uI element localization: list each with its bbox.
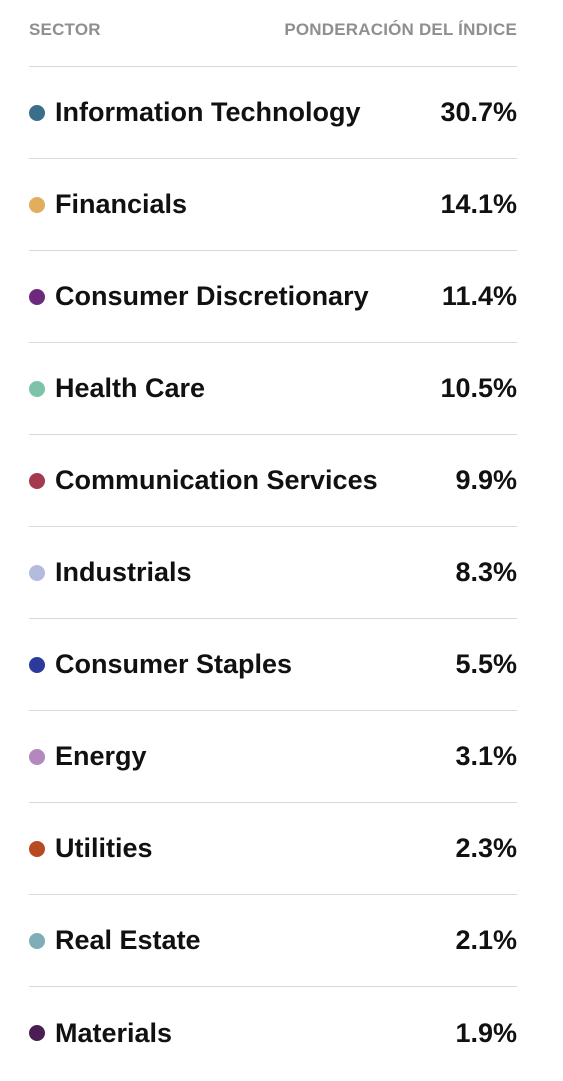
legend-dot-icon xyxy=(29,932,45,949)
sector-label: Utilities xyxy=(55,833,153,863)
table-row: Materials 1.9% xyxy=(29,987,517,1079)
table-row: Communication Services 9.9% xyxy=(29,435,517,527)
table-rows: Information Technology 30.7% Financials 14.… xyxy=(29,67,517,1079)
legend-dot-icon xyxy=(29,564,45,581)
sector-cell: Consumer Staples xyxy=(29,649,292,680)
legend-dot-icon xyxy=(29,104,45,121)
sector-cell: Materials xyxy=(29,1018,172,1049)
sector-cell: Communication Services xyxy=(29,465,378,496)
sector-label: Industrials xyxy=(55,557,192,587)
legend-dot-icon xyxy=(29,288,45,305)
sector-label: Real Estate xyxy=(55,925,201,955)
sector-cell: Health Care xyxy=(29,373,205,404)
legend-dot-icon xyxy=(29,196,45,213)
sector-cell: Consumer Discretionary xyxy=(29,281,369,312)
sector-label: Health Care xyxy=(55,373,206,403)
sector-label: Consumer Discretionary xyxy=(55,281,369,311)
weight-column-header: PONDERACIÓN DEL ÍNDICE xyxy=(284,20,517,39)
sector-label: Energy xyxy=(55,741,147,771)
weight-value: 1.9% xyxy=(455,1017,517,1048)
legend-dot-icon xyxy=(29,1025,45,1041)
sector-weight-table: SECTOR PONDERACIÓN DEL ÍNDICE Informatio… xyxy=(29,0,517,1079)
table-header: SECTOR PONDERACIÓN DEL ÍNDICE xyxy=(29,0,517,67)
sector-column-header: SECTOR xyxy=(29,20,101,39)
weight-value: 10.5% xyxy=(440,373,517,403)
legend-dot-icon xyxy=(29,656,45,673)
legend-dot-icon xyxy=(29,748,45,765)
sector-label: Information Technology xyxy=(55,97,361,127)
weight-value: 30.7% xyxy=(440,97,517,127)
sector-label: Consumer Staples xyxy=(55,649,293,679)
weight-value: 3.1% xyxy=(455,741,517,771)
table-row: Energy 3.1% xyxy=(29,711,517,803)
weight-value: 2.3% xyxy=(455,833,517,863)
table-row: Financials 14.1% xyxy=(29,159,517,251)
sector-label: Financials xyxy=(55,189,188,219)
weight-value: 11.4% xyxy=(441,281,517,311)
weight-value: 2.1% xyxy=(455,925,517,955)
sector-cell: Industrials xyxy=(29,557,192,588)
sector-cell: Utilities xyxy=(29,833,153,864)
table-row: Health Care 10.5% xyxy=(29,343,517,435)
table-row: Utilities 2.3% xyxy=(29,803,517,895)
sector-cell: Financials xyxy=(29,189,187,220)
sector-label: Materials xyxy=(55,1017,173,1048)
weight-value: 9.9% xyxy=(455,465,517,495)
table-row: Real Estate 2.1% xyxy=(29,895,517,987)
sector-label: Communication Services xyxy=(55,465,378,495)
table-row: Industrials 8.3% xyxy=(29,527,517,619)
legend-dot-icon xyxy=(29,840,45,857)
legend-dot-icon xyxy=(29,380,45,397)
weight-value: 5.5% xyxy=(455,649,517,679)
table-row: Information Technology 30.7% xyxy=(29,67,517,159)
sector-cell: Information Technology xyxy=(29,97,361,128)
sector-cell: Energy xyxy=(29,741,147,772)
sector-cell: Real Estate xyxy=(29,925,201,956)
legend-dot-icon xyxy=(29,472,45,489)
table-row: Consumer Staples 5.5% xyxy=(29,619,517,711)
weight-value: 8.3% xyxy=(455,557,517,587)
table-row: Consumer Discretionary 11.4% xyxy=(29,251,517,343)
weight-value: 14.1% xyxy=(440,189,517,219)
